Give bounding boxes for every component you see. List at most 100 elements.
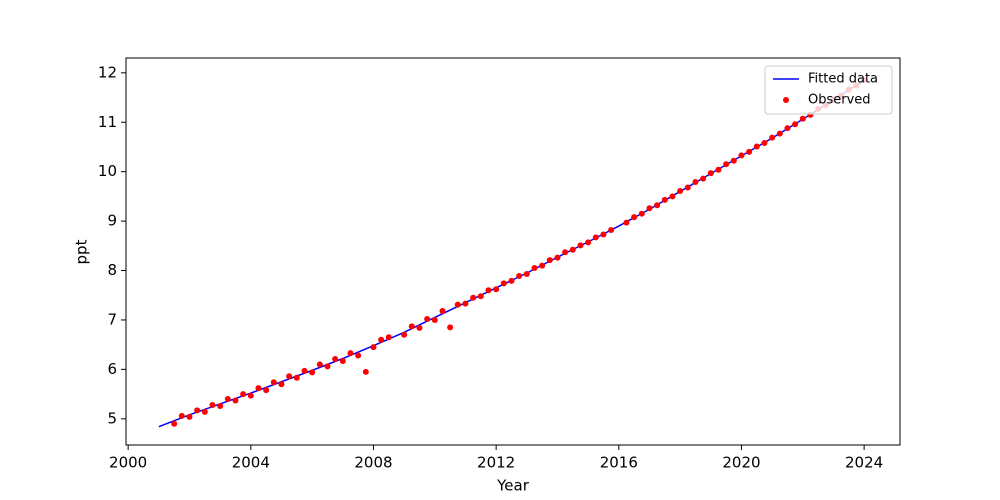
observed-point <box>677 187 684 194</box>
observed-point <box>224 396 231 403</box>
observed-point <box>585 239 592 246</box>
y-tick-label: 6 <box>107 360 117 378</box>
observed-point <box>738 152 745 159</box>
observed-point <box>324 363 331 370</box>
observed-point <box>232 397 239 404</box>
observed-point <box>270 379 277 386</box>
observed-point <box>370 344 377 351</box>
y-axis-label: ppt <box>73 239 91 264</box>
observed-point <box>209 401 216 408</box>
observed-point <box>186 413 193 420</box>
observed-point <box>462 300 469 307</box>
observed-point <box>201 408 208 415</box>
observed-point <box>623 219 630 226</box>
y-tick-label: 7 <box>107 310 117 328</box>
observed-point <box>554 254 561 261</box>
observed-point <box>408 323 415 330</box>
observed-point <box>339 357 346 364</box>
observed-point <box>454 301 461 308</box>
observed-point <box>730 157 737 164</box>
observed-point <box>638 210 645 217</box>
observed-point <box>799 115 806 122</box>
observed-point <box>194 407 201 414</box>
observed-point <box>416 324 423 331</box>
observed-point <box>546 257 553 264</box>
observed-point <box>746 148 753 155</box>
observed-point <box>661 196 668 203</box>
observed-point <box>347 350 354 357</box>
observed-point <box>493 286 500 293</box>
observed-point <box>500 280 507 287</box>
observed-point <box>401 331 408 338</box>
y-tick-label: 11 <box>98 113 117 131</box>
observed-point <box>569 246 576 253</box>
observed-point <box>631 214 638 221</box>
observed-point <box>508 277 515 284</box>
observed-point <box>217 402 224 409</box>
observed-point <box>255 385 262 392</box>
observed-point <box>240 391 247 398</box>
y-tick-label: 10 <box>98 162 117 180</box>
observed-point <box>753 143 760 150</box>
observed-point <box>378 336 385 343</box>
observed-point <box>792 121 799 128</box>
observed-point <box>523 270 530 277</box>
observed-point <box>431 316 438 323</box>
observed-point <box>776 130 783 137</box>
x-axis-label: Year <box>496 477 530 495</box>
observed-point <box>669 193 676 200</box>
observed-point <box>592 234 599 241</box>
legend-label: Observed <box>808 93 871 108</box>
observed-point <box>761 140 768 147</box>
observed-point <box>769 134 776 141</box>
x-tick-label: 2020 <box>722 454 760 472</box>
observed-point <box>424 315 431 322</box>
y-tick-label: 5 <box>107 409 117 427</box>
observed-point <box>784 125 791 132</box>
legend-label: Fitted data <box>808 72 878 87</box>
observed-point <box>247 392 254 399</box>
x-tick-label: 2008 <box>354 454 392 472</box>
observed-point <box>470 294 477 301</box>
observed-point <box>263 387 270 394</box>
observed-point <box>332 356 339 362</box>
observed-point <box>316 361 323 368</box>
observed-point <box>439 308 446 315</box>
observed-point <box>562 249 569 256</box>
observed-point <box>692 179 699 186</box>
fitted-line <box>158 79 865 428</box>
x-tick-label: 2012 <box>477 454 515 472</box>
observed-point <box>715 166 722 173</box>
observed-point <box>286 373 293 380</box>
observed-point <box>608 227 615 233</box>
observed-point <box>278 381 285 388</box>
observed-point <box>171 420 178 427</box>
y-tick-label: 8 <box>107 261 117 279</box>
observed-point <box>646 205 653 212</box>
observed-point <box>654 202 661 209</box>
x-tick-label: 2000 <box>109 454 147 472</box>
observed-point <box>447 324 454 331</box>
observed-point <box>178 412 185 419</box>
observed-point <box>309 369 316 376</box>
observed-point <box>684 184 691 191</box>
observed-point <box>577 242 584 249</box>
y-tick-label: 9 <box>107 212 117 230</box>
legend-swatch <box>783 97 789 103</box>
x-tick-label: 2004 <box>232 454 270 472</box>
observed-point <box>477 293 484 300</box>
observed-point <box>362 368 369 375</box>
x-tick-label: 2016 <box>600 454 638 472</box>
observed-point <box>516 272 523 279</box>
observed-point <box>355 352 362 359</box>
observed-point <box>385 334 392 341</box>
observed-point <box>293 374 300 381</box>
y-tick-label: 12 <box>98 63 117 81</box>
observed-point <box>707 170 714 177</box>
observed-point <box>301 367 308 374</box>
x-tick-label: 2024 <box>845 454 883 472</box>
plot-frame <box>125 57 901 446</box>
observed-point <box>531 265 538 272</box>
observed-point <box>600 231 607 238</box>
